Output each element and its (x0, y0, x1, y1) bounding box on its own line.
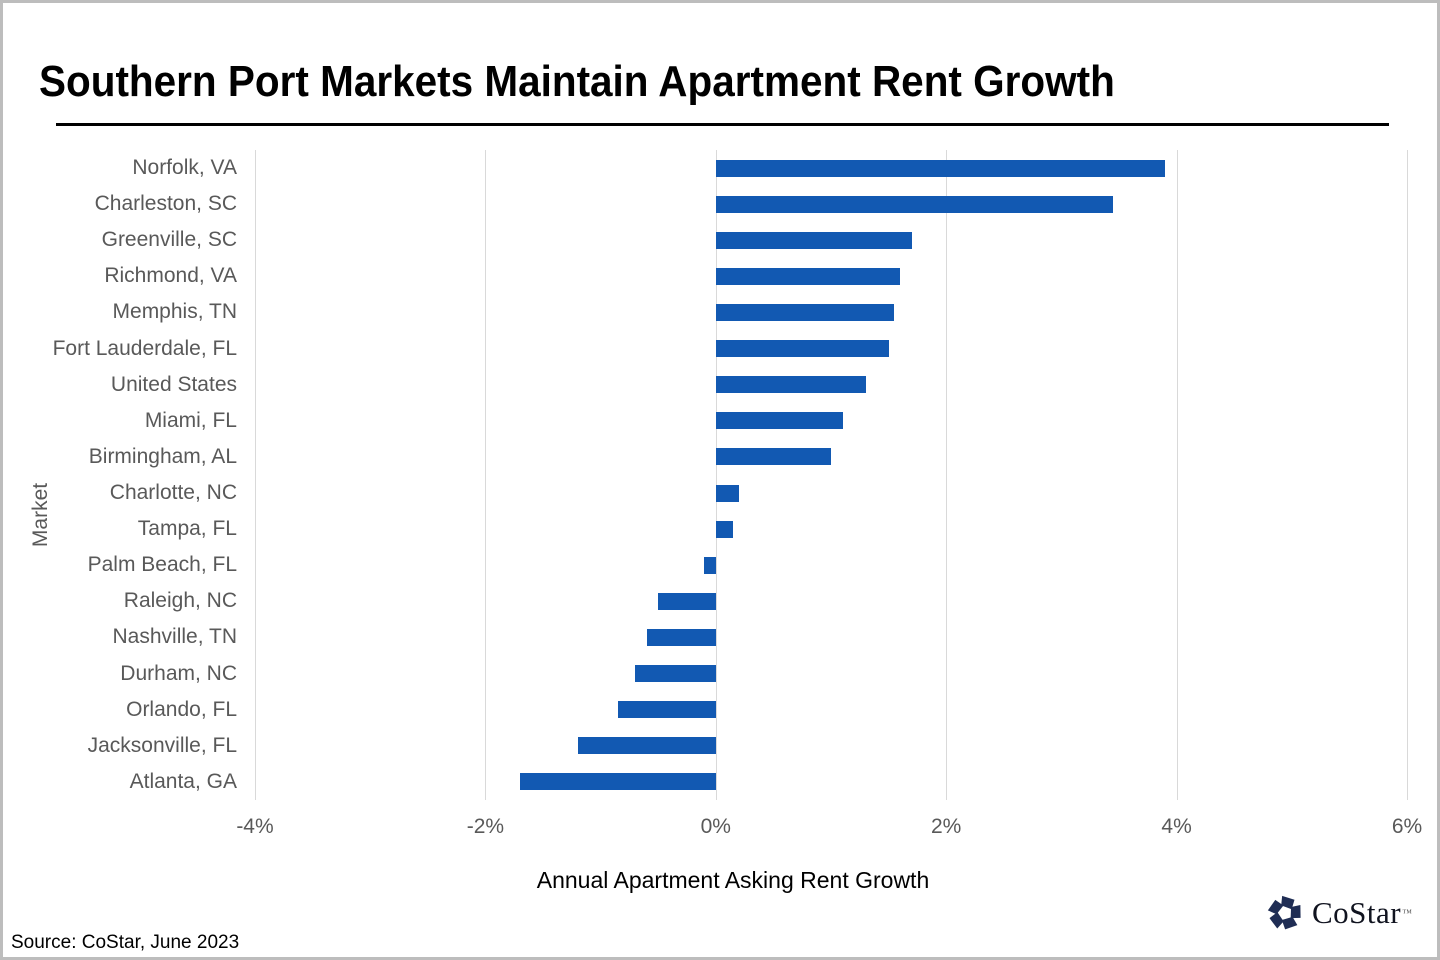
gridline (255, 150, 256, 800)
bar (715, 195, 1114, 213)
gridline (1407, 150, 1408, 800)
x-tick-label: 4% (1161, 815, 1192, 838)
costar-pinwheel-icon (1267, 895, 1301, 930)
chart-title: Southern Port Markets Maintain Apartment… (39, 57, 1115, 106)
trademark-symbol: ™ (1402, 907, 1412, 919)
category-label: Palm Beach, FL (87, 553, 237, 577)
bar (715, 484, 739, 502)
bar (715, 159, 1166, 177)
category-label: Greenville, SC (101, 228, 237, 252)
category-label: Raleigh, NC (123, 589, 237, 613)
bar (658, 592, 716, 610)
costar-logo-text: CoStar (1312, 895, 1402, 930)
x-axis-label: Annual Apartment Asking Rent Growth (536, 867, 930, 893)
category-label: Norfolk, VA (132, 156, 237, 179)
bar (715, 340, 889, 358)
category-label: Charleston, SC (94, 192, 237, 216)
gridline (1176, 150, 1178, 800)
x-tick-label: -4% (236, 815, 274, 838)
category-label: Nashville, TN (112, 625, 237, 649)
x-tick-label: 0% (700, 815, 731, 838)
category-label: Memphis, TN (112, 300, 237, 324)
category-label: Tampa, FL (137, 517, 237, 541)
gridline (715, 150, 717, 800)
x-axis-ticks: -4% -2% 0% 2% 4% 6% (236, 815, 1422, 845)
bar (715, 267, 901, 285)
gridline (485, 150, 487, 800)
bar (715, 412, 843, 430)
bar (617, 701, 716, 719)
category-label: Durham, NC (120, 661, 237, 685)
x-tick-label: -2% (466, 815, 505, 838)
category-label: Charlotte, NC (109, 481, 237, 504)
category-label: Orlando, FL (126, 697, 237, 721)
bar (519, 773, 716, 791)
x-tick-label: 6% (1391, 815, 1423, 838)
category-label: Atlanta, GA (129, 769, 237, 793)
costar-logo: CoStar ™ (1266, 892, 1412, 934)
bar (646, 629, 716, 646)
category-label: United States (110, 372, 237, 396)
plot-area (255, 150, 1408, 800)
bar (715, 231, 912, 249)
bar (577, 737, 716, 755)
gridline (946, 150, 948, 800)
bar (715, 448, 831, 466)
category-axis: Norfolk, VA Charleston, SC Greenville, SC R… (3, 150, 237, 800)
bar (635, 665, 716, 683)
bar (715, 304, 895, 321)
bar (704, 556, 716, 574)
source-note: Source: CoStar, June 2023 (11, 932, 240, 953)
category-label: Birmingham, AL (88, 444, 237, 468)
category-label: Fort Lauderdale, FL (52, 336, 237, 360)
category-label: Jacksonville, FL (87, 733, 237, 757)
title-underline (56, 123, 1389, 126)
category-label: Miami, FL (144, 408, 237, 432)
x-tick-label: 2% (931, 815, 962, 838)
category-label: Richmond, VA (104, 264, 237, 288)
bar (715, 376, 866, 394)
bar (715, 520, 734, 538)
